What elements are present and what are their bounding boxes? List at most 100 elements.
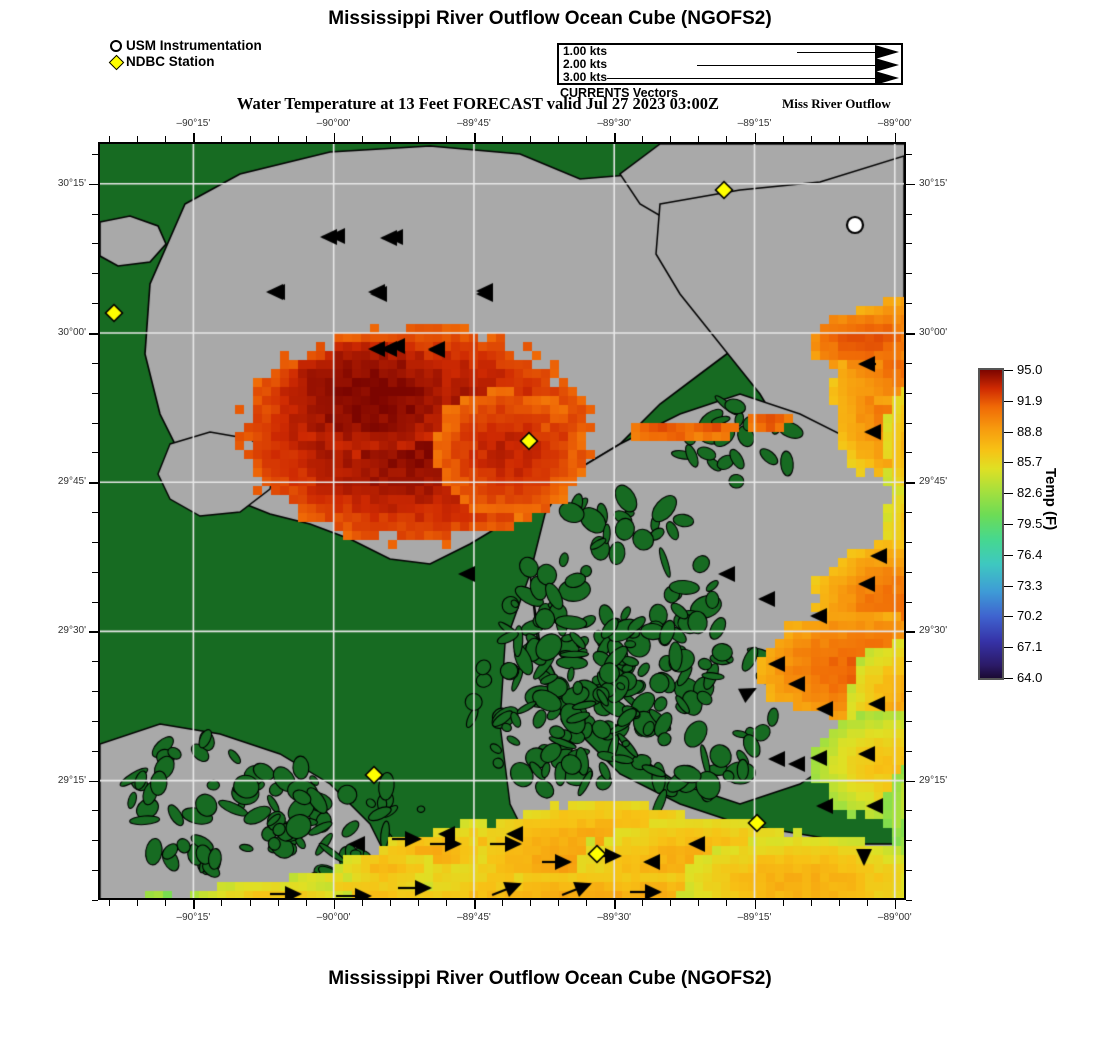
- axis-tick-minor: [906, 870, 912, 872]
- colorbar-tick: [1004, 431, 1013, 433]
- axis-tick-major: [906, 482, 915, 484]
- axis-tick-minor: [906, 661, 912, 663]
- axis-tick-major: [906, 183, 915, 186]
- currents-legend-caption: CURRENTS Vectors: [560, 86, 679, 100]
- axis-label-x: –89°00': [877, 118, 912, 129]
- region-label: Miss River Outflow: [782, 96, 891, 111]
- colorbar-tick-label: 88.8: [1017, 423, 1043, 439]
- axis-tick-minor: [906, 273, 912, 275]
- colorbar-tick: [1004, 616, 1013, 618]
- map-plot-area[interactable]: [98, 142, 906, 900]
- axis-tick-major: [754, 133, 757, 142]
- axis-tick-minor: [417, 900, 419, 906]
- axis-tick-major: [333, 900, 336, 909]
- axis-tick-minor: [906, 750, 912, 752]
- axis-tick-major: [193, 133, 195, 142]
- axis-tick-minor: [754, 900, 756, 906]
- colorbar-tick: [1004, 585, 1013, 587]
- currents-scale-2-label: 2.00 kts: [563, 57, 608, 71]
- axis-tick-minor: [193, 900, 195, 906]
- axis-label-y: 29°30': [919, 625, 948, 637]
- axis-tick-minor: [906, 153, 912, 155]
- axis-tick-minor: [906, 810, 912, 812]
- axis-label-y: 29°45': [919, 476, 948, 488]
- axis-label-y: 30°00': [57, 326, 86, 338]
- axis-tick-minor: [906, 720, 912, 722]
- axis-tick-minor: [782, 900, 784, 906]
- axis-tick-major: [473, 133, 476, 142]
- axis-tick-major: [193, 900, 195, 909]
- axis-tick-minor: [137, 900, 139, 906]
- legend-item-ndbc: NDBC Station: [108, 54, 262, 70]
- axis-tick-major: [906, 332, 915, 335]
- axis-tick-minor: [906, 780, 912, 782]
- colorbar-tick: [1004, 493, 1013, 495]
- axis-tick-major: [473, 900, 476, 909]
- axis-label-y: 29°15': [57, 774, 86, 786]
- axis-label-y: 29°30': [57, 625, 86, 637]
- axis-tick-minor: [906, 303, 912, 305]
- currents-scale-1: 1.00 kts: [559, 44, 901, 59]
- colorbar-tick: [1004, 370, 1013, 371]
- axis-tick-minor: [249, 900, 251, 906]
- axis-tick-minor: [906, 243, 912, 245]
- axis-tick-minor: [586, 900, 588, 906]
- axis-tick-minor: [614, 900, 616, 906]
- axis-tick-minor: [698, 900, 700, 906]
- axis-tick-major: [89, 332, 98, 335]
- diamond-marker-icon: [108, 54, 125, 70]
- arrow-head-icon: [875, 58, 899, 72]
- axis-tick-minor: [502, 900, 503, 906]
- currents-scale-1-line: [797, 52, 875, 53]
- currents-scale-3-label: 3.00 kts: [563, 70, 608, 84]
- axis-tick-major: [614, 133, 616, 142]
- axis-tick-minor: [906, 900, 912, 901]
- colorbar-tick: [1004, 524, 1013, 525]
- axis-tick-minor: [361, 900, 363, 906]
- axis-tick-minor: [670, 900, 672, 906]
- axis-tick-major: [894, 133, 897, 142]
- axis-tick-minor: [558, 900, 560, 906]
- axis-label-x: –89°45': [457, 912, 491, 923]
- currents-scale-2: 2.00 kts: [559, 57, 901, 72]
- colorbar-title: Temp (F): [1042, 468, 1059, 531]
- circle-marker-icon: [110, 40, 122, 52]
- axis-label-x: –89°15': [737, 912, 772, 923]
- axis-tick-minor: [109, 900, 111, 906]
- colorbar-tick-label: 79.5: [1017, 516, 1043, 531]
- axis-tick-minor: [389, 900, 391, 906]
- axis-tick-major: [906, 631, 915, 633]
- colorbar-tick-label: 70.2: [1017, 608, 1043, 624]
- axis-label-x: –89°30': [597, 118, 632, 129]
- colorbar-tick-label: 73.3: [1017, 577, 1043, 593]
- colorbar-tick: [1004, 647, 1013, 649]
- axis-tick-minor: [810, 900, 812, 906]
- colorbar-tick-label: 76.4: [1017, 546, 1043, 562]
- temperature-heatmap-canvas[interactable]: [100, 144, 904, 898]
- colorbar-tick: [1004, 462, 1013, 464]
- axis-tick-minor: [221, 900, 223, 906]
- axis-label-x: –90°15': [176, 912, 211, 923]
- axis-tick-minor: [906, 512, 912, 514]
- colorbar-tick: [1004, 678, 1013, 679]
- currents-scale-2-line: [697, 65, 875, 66]
- axis-tick-minor: [906, 213, 912, 215]
- colorbar-tick: [1004, 554, 1013, 556]
- axis-tick-minor: [906, 571, 912, 573]
- axis-tick-minor: [92, 900, 98, 901]
- axis-tick-minor: [906, 183, 912, 185]
- axis-tick-major: [906, 780, 915, 783]
- axis-label-x: –89°15': [737, 118, 772, 129]
- page-title: Mississippi River Outflow Ocean Cube (NG…: [328, 8, 772, 29]
- footer-title: Mississippi River Outflow Ocean Cube (NG…: [328, 968, 772, 989]
- axis-tick-minor: [906, 362, 912, 364]
- colorbar-tick: [1004, 400, 1013, 402]
- axis-label-x: –90°15': [176, 118, 211, 129]
- colorbar-tick-label: 67.1: [1017, 639, 1043, 655]
- axis-tick-major: [894, 900, 897, 909]
- axis-tick-major: [333, 133, 336, 142]
- axis-label-y: 29°45': [57, 476, 86, 488]
- axis-tick-minor: [906, 452, 912, 454]
- axis-tick-minor: [838, 900, 840, 906]
- colorbar-tick-label: 95.0: [1017, 362, 1043, 377]
